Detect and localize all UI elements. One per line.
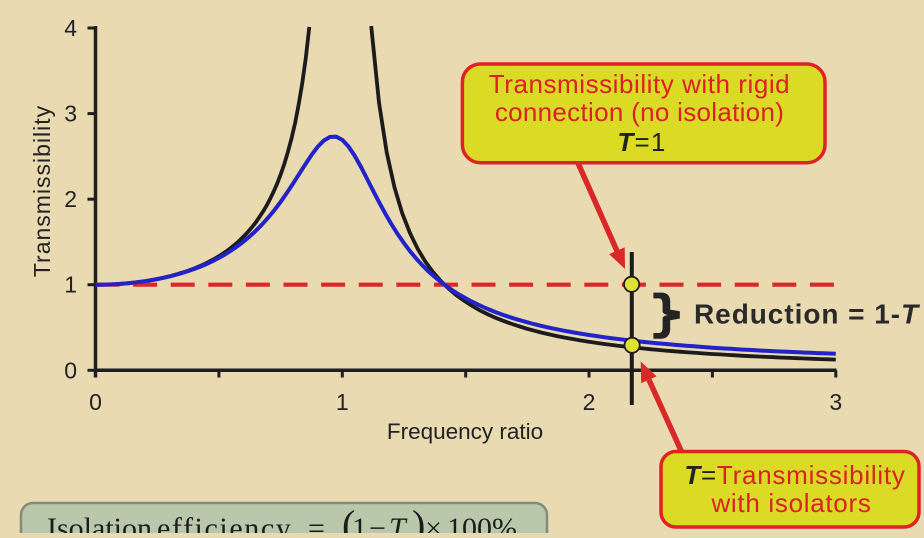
- svg-text:1: 1: [336, 389, 349, 415]
- svg-text:3: 3: [64, 101, 77, 127]
- svg-text:Transmissibility with rigid: Transmissibility with rigid: [489, 69, 790, 99]
- svg-text:T=Transmissibility: T=Transmissibility: [684, 460, 905, 490]
- svg-text:T=1: T=1: [617, 127, 666, 157]
- svg-text:Reduction = 1-T: Reduction = 1-T: [694, 299, 921, 330]
- svg-text:0: 0: [64, 357, 77, 383]
- svg-text:3: 3: [829, 389, 842, 415]
- svg-text:2: 2: [583, 389, 596, 415]
- svg-text:4: 4: [64, 15, 77, 41]
- svg-text:connection (no isolation): connection (no isolation): [495, 97, 784, 127]
- svg-text:with isolators: with isolators: [710, 488, 871, 518]
- svg-text:Transmissibility: Transmissibility: [29, 105, 55, 277]
- svg-text:Frequency ratio: Frequency ratio: [387, 419, 543, 444]
- svg-text:2: 2: [64, 186, 77, 212]
- svg-text:1: 1: [64, 272, 77, 298]
- svg-text:0: 0: [89, 389, 102, 415]
